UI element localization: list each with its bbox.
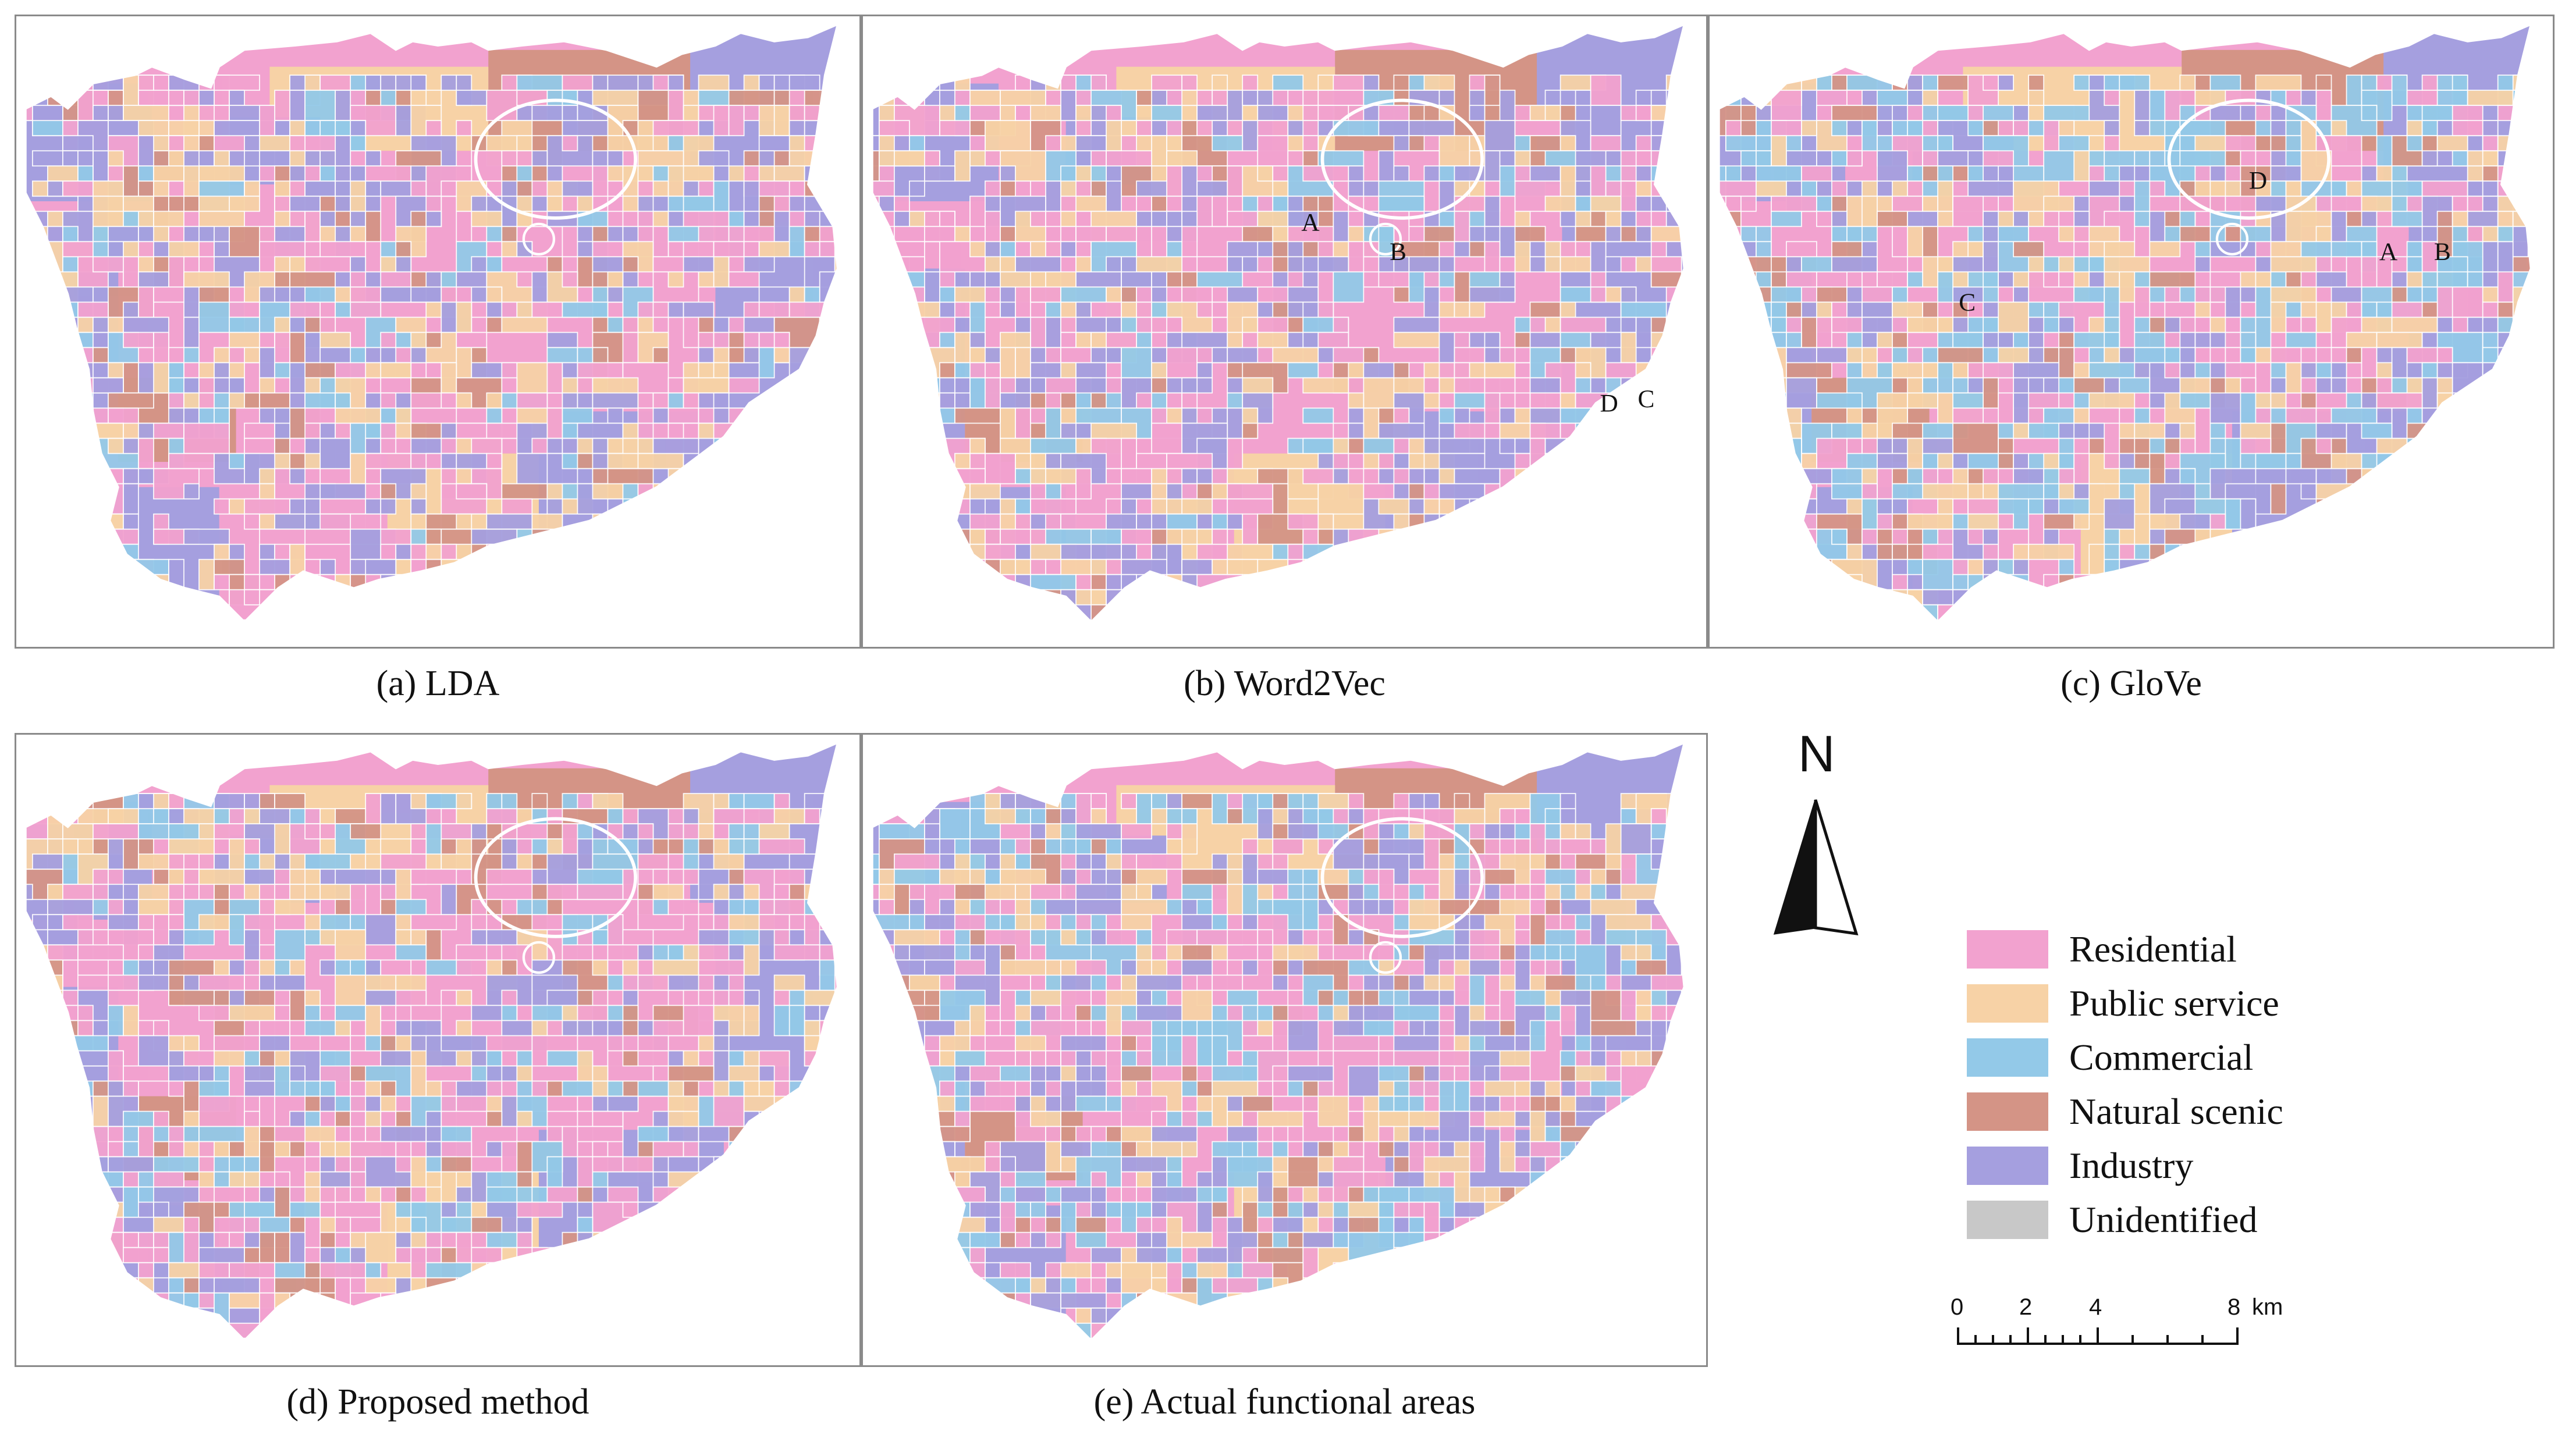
region-marker-label: D bbox=[1600, 389, 1618, 417]
region-marker-label: A bbox=[1301, 209, 1319, 237]
caption-glove: (c) GloVe bbox=[2060, 664, 2202, 703]
caption-proposed: (d) Proposed method bbox=[286, 1382, 589, 1422]
scale-unit: km bbox=[2252, 1294, 2283, 1320]
north-label: N bbox=[1798, 725, 1835, 782]
legend-swatch bbox=[1967, 1092, 2048, 1131]
legend: Residential Public service Commercial Na… bbox=[1967, 922, 2283, 1247]
map-glove: D A B C bbox=[1718, 23, 2532, 623]
legend-label: Industry bbox=[2069, 1144, 2194, 1186]
legend-item-industry: Industry bbox=[1967, 1138, 2283, 1192]
north-arrow-icon bbox=[1773, 799, 1859, 936]
scale-tick-8: 8 bbox=[2228, 1294, 2241, 1320]
region-marker-label: B bbox=[2434, 238, 2451, 266]
scale-bar bbox=[1957, 1327, 2239, 1345]
map-word2vec: A B D C bbox=[871, 23, 1686, 623]
legend-swatch bbox=[1967, 930, 2048, 969]
scale-tick-4: 4 bbox=[2089, 1294, 2102, 1320]
caption-actual: (e) Actual functional areas bbox=[1093, 1382, 1476, 1422]
legend-swatch bbox=[1967, 984, 2048, 1023]
map-panel-proposed bbox=[15, 733, 861, 1367]
land-use-parcels bbox=[872, 743, 1685, 1340]
map-actual bbox=[871, 741, 1686, 1341]
legend-swatch bbox=[1967, 1146, 2048, 1185]
legend-label: Residential bbox=[2069, 928, 2237, 970]
map-panel-glove: D A B C bbox=[1708, 15, 2555, 649]
region-marker-label: C bbox=[1959, 289, 1976, 316]
scale-tick-0: 0 bbox=[1951, 1294, 1964, 1320]
region-marker-label: B bbox=[1390, 238, 1406, 266]
map-panel-lda bbox=[15, 15, 861, 649]
map-panel-actual bbox=[861, 733, 1708, 1367]
land-use-parcels bbox=[1719, 24, 2531, 622]
land-use-parcels bbox=[26, 24, 838, 622]
region-marker-label: D bbox=[2249, 166, 2267, 194]
legend-label: Natural scenic bbox=[2069, 1090, 2283, 1132]
legend-item-unidentified: Unidentified bbox=[1967, 1192, 2283, 1247]
legend-item-public-service: Public service bbox=[1967, 976, 2283, 1030]
legend-item-natural-scenic: Natural scenic bbox=[1967, 1084, 2283, 1138]
legend-swatch bbox=[1967, 1200, 2048, 1239]
map-lda bbox=[24, 23, 839, 623]
scale-tick-2: 2 bbox=[2019, 1294, 2033, 1320]
map-proposed bbox=[24, 741, 839, 1341]
caption-word2vec: (b) Word2Vec bbox=[1184, 664, 1385, 703]
land-use-parcels bbox=[872, 24, 1685, 622]
land-use-parcels bbox=[26, 743, 838, 1340]
caption-lda: (a) LDA bbox=[376, 664, 500, 703]
legend-label: Unidentified bbox=[2069, 1198, 2258, 1240]
legend-swatch bbox=[1967, 1038, 2048, 1077]
legend-item-residential: Residential bbox=[1967, 922, 2283, 976]
legend-item-commercial: Commercial bbox=[1967, 1030, 2283, 1084]
region-marker-label: A bbox=[2379, 238, 2397, 266]
legend-label: Commercial bbox=[2069, 1036, 2254, 1078]
region-marker-label: C bbox=[1638, 385, 1655, 413]
legend-label: Public service bbox=[2069, 982, 2279, 1024]
